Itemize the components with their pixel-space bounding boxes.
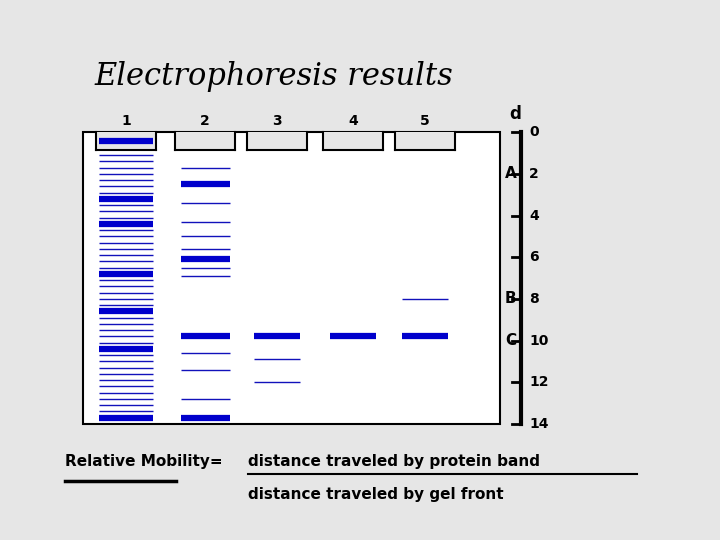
Text: 8: 8 (529, 292, 539, 306)
Text: 4: 4 (348, 114, 358, 128)
Text: distance traveled by protein band: distance traveled by protein band (248, 454, 541, 469)
Text: 14: 14 (529, 417, 549, 431)
Text: 3: 3 (272, 114, 282, 128)
Text: 6: 6 (529, 250, 539, 264)
Bar (175, 132, 235, 150)
Text: 12: 12 (529, 375, 549, 389)
Text: 0: 0 (529, 125, 539, 139)
Text: Relative Mobility=: Relative Mobility= (65, 454, 222, 469)
Text: B: B (505, 292, 516, 306)
Text: A: A (505, 166, 516, 181)
Text: 5: 5 (420, 114, 430, 128)
Bar (83, 132, 500, 424)
Text: 2: 2 (200, 114, 210, 128)
Text: 4: 4 (529, 208, 539, 222)
Text: C: C (505, 333, 516, 348)
Bar (247, 132, 307, 150)
Bar (323, 132, 383, 150)
Text: 1: 1 (121, 114, 131, 128)
Text: Electrophoresis results: Electrophoresis results (94, 61, 453, 92)
Text: d: d (509, 105, 521, 123)
Text: 2: 2 (529, 167, 539, 181)
Bar (96, 132, 156, 150)
Bar (395, 132, 455, 150)
Text: 10: 10 (529, 334, 549, 348)
Text: distance traveled by gel front: distance traveled by gel front (248, 487, 504, 502)
